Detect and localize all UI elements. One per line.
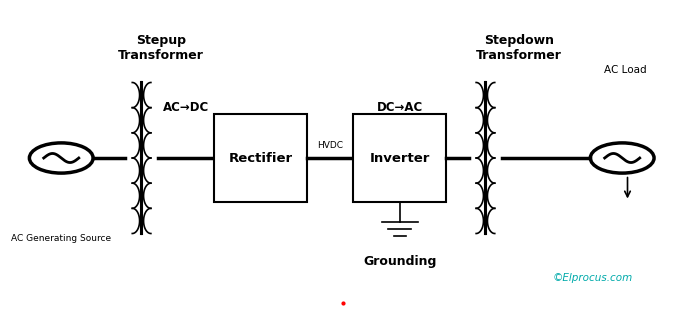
FancyBboxPatch shape bbox=[354, 114, 446, 202]
Text: Rectifier: Rectifier bbox=[228, 151, 293, 165]
Text: Grounding: Grounding bbox=[363, 255, 437, 268]
Text: Stepdown
Transformer: Stepdown Transformer bbox=[477, 34, 562, 62]
Text: HVDC: HVDC bbox=[317, 141, 343, 150]
Text: AC Generating Source: AC Generating Source bbox=[11, 234, 112, 243]
Text: ©Elprocus.com: ©Elprocus.com bbox=[552, 273, 633, 283]
Text: AC Load: AC Load bbox=[604, 65, 647, 75]
FancyBboxPatch shape bbox=[214, 114, 307, 202]
Text: Inverter: Inverter bbox=[370, 151, 430, 165]
Text: Stepup
Transformer: Stepup Transformer bbox=[118, 34, 203, 62]
Text: DC→AC: DC→AC bbox=[377, 101, 423, 114]
Text: AC→DC: AC→DC bbox=[163, 101, 209, 114]
